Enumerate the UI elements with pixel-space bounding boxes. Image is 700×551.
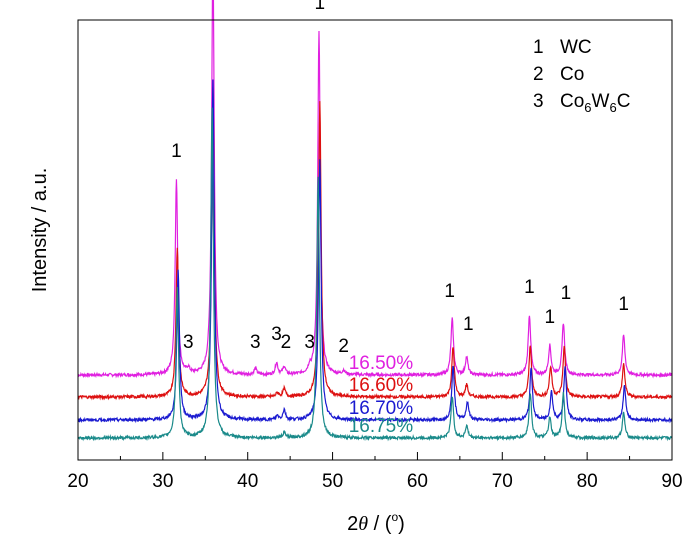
legend-label-co6w6c: Co6W6C (560, 91, 630, 115)
series-label-16.70pct: 16.70% (349, 398, 414, 419)
series-label-16.50pct: 16.50% (349, 353, 414, 374)
legend: 1 WC 2 Co 3 Co6W6C (533, 37, 630, 115)
x-tick-label-40: 40 (237, 471, 258, 492)
legend-label-wc: WC (560, 37, 592, 58)
legend-num-3: 3 (533, 91, 544, 112)
x-tick-label-90: 90 (661, 471, 682, 492)
x-tick-label-50: 50 (322, 471, 343, 492)
peak-annotation-3: 3 (304, 332, 315, 353)
peak-annotation-2: 2 (281, 332, 292, 353)
peak-annotation-3: 3 (183, 332, 194, 353)
peak-annotation-1: 1 (171, 141, 182, 162)
legend-num-2: 2 (533, 64, 544, 85)
x-axis-label: 2θ / (o) (347, 510, 405, 535)
peak-annotation-1: 1 (315, 0, 326, 14)
series-label-16.60pct: 16.60% (349, 375, 414, 396)
x-tick-label-70: 70 (492, 471, 513, 492)
series-labels: 16.50%16.60%16.70%16.75% (349, 353, 414, 437)
series-line-16.50pct (77, 0, 673, 379)
series-label-16.75pct: 16.75% (349, 416, 414, 437)
legend-num-1: 1 (533, 37, 544, 58)
peak-annotation-1: 1 (524, 277, 535, 298)
peak-annotation-1: 1 (561, 283, 572, 304)
x-tick-label-80: 80 (577, 471, 598, 492)
peak-annotation-1: 1 (618, 294, 629, 315)
series-layer (77, 0, 673, 442)
series-line-16.75pct (77, 107, 673, 442)
peak-annotation-2: 2 (338, 336, 349, 357)
x-ticks: 20 30 40 50 60 70 80 90 (67, 452, 683, 492)
series-line-16.60pct (77, 87, 673, 401)
peak-annotations: 131332312111111 (171, 0, 629, 357)
peak-annotation-1: 1 (545, 307, 556, 328)
legend-label-co: Co (560, 64, 584, 85)
peak-annotation-1: 1 (463, 314, 474, 335)
peak-annotation-3: 3 (250, 332, 261, 353)
x-tick-label-20: 20 (67, 471, 88, 492)
peak-annotation-3: 3 (271, 324, 282, 345)
x-tick-label-30: 30 (152, 471, 173, 492)
y-axis-label: Intensity / a.u. (29, 168, 51, 293)
x-tick-label-60: 60 (407, 471, 428, 492)
peak-annotation-1: 1 (444, 281, 455, 302)
